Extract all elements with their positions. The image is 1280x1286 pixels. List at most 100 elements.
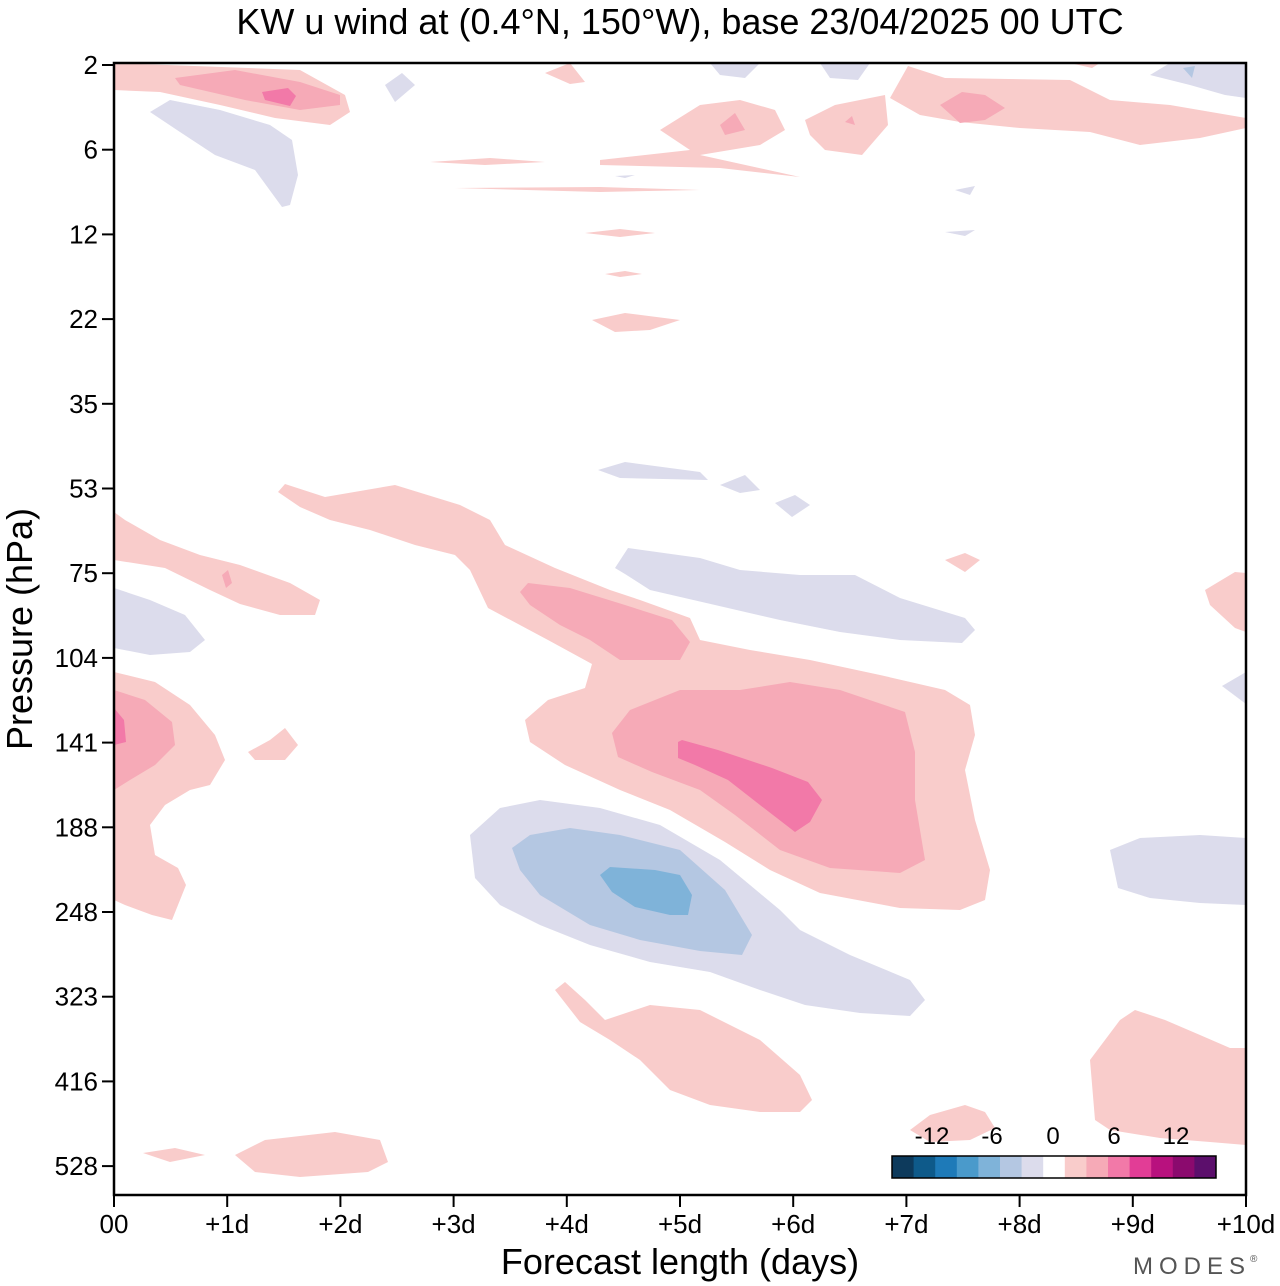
westerly-contour	[235, 1132, 388, 1177]
westerly-contour	[945, 553, 980, 572]
colorbar-swatch	[1172, 1156, 1195, 1178]
easterly-contour	[1150, 63, 1246, 98]
easterly-contour	[615, 175, 635, 178]
y-tick-label: 248	[55, 897, 98, 927]
westerly-contour	[592, 313, 680, 332]
westerly-contour	[600, 100, 800, 177]
colorbar-swatch	[1043, 1156, 1066, 1178]
x-tick-label: +5d	[658, 1209, 702, 1239]
x-tick-label: +8d	[998, 1209, 1042, 1239]
x-tick-label: 00	[100, 1209, 129, 1239]
x-tick-label: +1d	[205, 1209, 249, 1239]
colorbar-swatch	[1021, 1156, 1044, 1178]
y-tick-label: 416	[55, 1066, 98, 1096]
westerly-contour	[910, 1105, 995, 1142]
easterly-contour	[1183, 66, 1195, 78]
colorbar-swatch	[892, 1156, 915, 1178]
westerly-contour	[248, 728, 298, 760]
x-tick-label: +4d	[545, 1209, 589, 1239]
colorbar-swatch	[935, 1156, 958, 1178]
colorbar-swatch	[1000, 1156, 1023, 1178]
westerly-contour	[940, 92, 1005, 123]
westerly-contour	[845, 116, 855, 125]
x-axis: 00 +1d +2d +3d +4d +5d +6d +7d +8d +9d +10d	[100, 1195, 1276, 1239]
westerly-contour	[1090, 1010, 1246, 1145]
chart-title: KW u wind at (0.4°N, 150°W), base 23/04/…	[236, 1, 1123, 42]
colorbar-swatch	[978, 1156, 1001, 1178]
westerly-contour	[222, 570, 232, 588]
westerly-contour	[890, 66, 1246, 145]
y-tick-label: 141	[55, 728, 98, 758]
easterly-contour	[775, 495, 810, 517]
colorbar-swatch	[1129, 1156, 1152, 1178]
easterly-contour	[615, 548, 975, 643]
easterly-contour	[955, 186, 975, 195]
y-axis-title: Pressure (hPa)	[0, 508, 40, 750]
y-axis: 2 6 12 22 35 53 75 104 141 188 248 323 416 528	[55, 50, 114, 1181]
easterly-contour	[114, 588, 205, 655]
westerly-contour	[678, 740, 822, 832]
colorbar-swatch	[1151, 1156, 1174, 1178]
westerly-contour	[805, 95, 888, 155]
x-tick-label: +6d	[771, 1209, 815, 1239]
colorbar-swatch	[1064, 1156, 1087, 1178]
colorbar-frame	[891, 1155, 1217, 1179]
colorbar-label: 6	[1107, 1123, 1120, 1150]
colorbar-swatch	[956, 1156, 979, 1178]
easterly-contour	[710, 63, 760, 78]
y-tick-label: 323	[55, 982, 98, 1012]
westerly-contour	[175, 70, 340, 110]
westerly-contour	[585, 229, 655, 237]
y-tick-label: 528	[55, 1151, 98, 1181]
y-tick-label: 75	[69, 558, 98, 588]
y-tick-label: 22	[69, 304, 98, 334]
easterly-contour	[1222, 672, 1246, 704]
colorbar-label: 12	[1163, 1123, 1190, 1150]
westerly-contour	[455, 187, 700, 192]
westerly-contour	[545, 63, 585, 84]
x-tick-label: +2d	[318, 1209, 362, 1239]
colorbar-label: -6	[981, 1123, 1002, 1150]
colorbar-swatch	[1194, 1156, 1217, 1178]
westerly-contour	[555, 982, 812, 1112]
westerly-contour	[605, 271, 642, 277]
registered-mark: ®	[1250, 1254, 1258, 1265]
westerly-contour	[430, 158, 545, 165]
y-tick-label: 6	[84, 135, 98, 165]
modes-logo: MODES	[1133, 1253, 1251, 1280]
colorbar-swatch	[1108, 1156, 1131, 1178]
y-tick-label: 53	[69, 474, 98, 504]
colorbar-label: 0	[1046, 1123, 1059, 1150]
westerly-contour	[1205, 572, 1246, 632]
x-tick-label: +10d	[1217, 1209, 1276, 1239]
y-tick-label: 188	[55, 812, 98, 842]
westerly-contour	[262, 88, 296, 106]
colorbar: -12 -6 0 6 12	[891, 1123, 1217, 1179]
westerly-contour	[114, 512, 320, 615]
westerly-contour	[520, 583, 690, 660]
y-tick-label: 2	[84, 50, 98, 80]
easterly-contour	[820, 63, 870, 80]
x-axis-title: Forecast length (days)	[501, 1241, 859, 1282]
x-tick-label: +9d	[1111, 1209, 1155, 1239]
westerly-contour	[114, 690, 175, 790]
x-tick-label: +7d	[884, 1209, 928, 1239]
westerly-contour	[143, 1148, 205, 1162]
colorbar-swatch	[1086, 1156, 1109, 1178]
westerly-contour	[114, 708, 126, 745]
westerly-contour	[720, 113, 745, 135]
colorbar-label: -12	[915, 1123, 950, 1150]
easterly-contour	[150, 100, 298, 207]
easterly-contour	[600, 867, 692, 915]
y-tick-label: 12	[69, 219, 98, 249]
easterly-contour	[1110, 835, 1246, 905]
x-tick-label: +3d	[432, 1209, 476, 1239]
easterly-contour	[945, 230, 975, 236]
y-tick-label: 35	[69, 389, 98, 419]
contour-fills	[114, 63, 1246, 1177]
easterly-contour	[598, 462, 708, 480]
easterly-contour	[385, 73, 415, 102]
colorbar-swatch	[913, 1156, 936, 1178]
y-tick-label: 104	[55, 643, 98, 673]
